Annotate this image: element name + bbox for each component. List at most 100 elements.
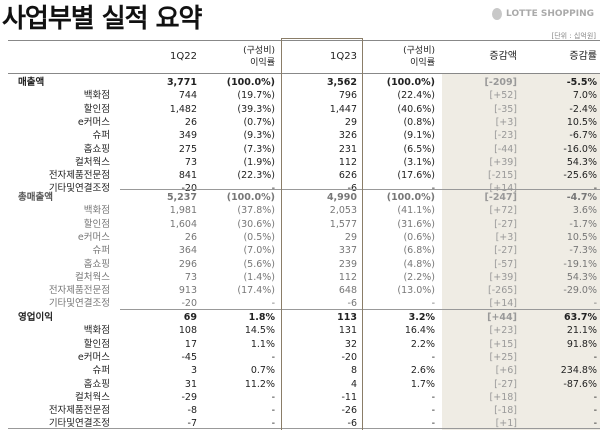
row-label: 홈쇼핑 <box>83 143 110 155</box>
change-amount: [+39] <box>489 271 517 283</box>
table-row: 백화점 1,981 (37.8%) 2,053 (41.1%) [+72] 3.6% <box>0 204 600 217</box>
change-amount: [-27] <box>494 378 517 390</box>
ratio-1q23: (0.6%) <box>403 231 435 243</box>
change-amount: [+3] <box>495 116 517 128</box>
value-1q23: 337 <box>338 245 357 257</box>
value-1q23: 3,562 <box>326 77 357 88</box>
ratio-1q23: (3.1%) <box>403 156 435 168</box>
value-1q22: -20 <box>181 298 197 310</box>
change-amount: [+3] <box>495 231 517 243</box>
change-amount: [+6] <box>495 365 517 377</box>
change-rate: - <box>593 418 597 430</box>
change-rate: -1.7% <box>569 218 597 230</box>
ratio-1q22: (17.4%) <box>237 285 275 297</box>
section-divider <box>120 189 600 190</box>
table-row: 할인점 1,604 (30.6%) 1,577 (31.6%) [-27] -1.7% <box>0 218 600 231</box>
change-rate: -7.3% <box>569 245 597 257</box>
change-amount: [+39] <box>489 156 517 168</box>
value-1q22: 73 <box>184 271 197 283</box>
row-label: 컬처웍스 <box>75 271 110 283</box>
change-rate: -25.6% <box>563 170 597 182</box>
table-row: 할인점 1,482 (39.3%) 1,447 (40.6%) [-35] -2.4% <box>0 103 600 116</box>
ratio-1q22: (100.0%) <box>226 192 275 203</box>
ratio-1q22: (0.7%) <box>243 116 275 128</box>
ratio-1q23: 2.2% <box>410 338 435 350</box>
value-1q22: -7 <box>187 418 197 430</box>
change-rate: 54.3% <box>566 271 597 283</box>
ratio-1q23: - <box>431 405 435 417</box>
table-row: 홈쇼핑 31 11.2% 4 1.7% [-27] -87.6% <box>0 378 600 391</box>
value-1q23: 326 <box>338 130 357 142</box>
row-label: 슈퍼 <box>92 365 110 377</box>
row-label: 백화점 <box>83 90 110 102</box>
change-amount: [-215] <box>488 170 517 182</box>
ratio-1q23: (2.2%) <box>403 271 435 283</box>
ratio-1q22: (30.6%) <box>237 218 275 230</box>
change-rate: 7.0% <box>572 90 597 102</box>
value-1q22: 3 <box>190 365 197 377</box>
value-1q22: 1,604 <box>169 218 197 230</box>
row-label: 홈쇼핑 <box>83 378 110 390</box>
row-label: 컬처웍스 <box>75 391 110 403</box>
value-1q23: 2,053 <box>329 205 357 217</box>
ratio-1q22: 0.7% <box>250 365 275 377</box>
table-row: e커머스 26 (0.7%) 29 (0.8%) [+3] 10.5% <box>0 116 600 129</box>
change-amount: [-265] <box>488 285 517 297</box>
value-1q22: 69 <box>183 312 197 323</box>
value-1q23: -6 <box>347 183 357 195</box>
value-1q23: 231 <box>338 143 357 155</box>
value-1q22: 73 <box>184 156 197 168</box>
ratio-1q22: (1.9%) <box>243 156 275 168</box>
table-row: 기타및연결조정 -20 - -6 - [+14] - <box>0 182 600 195</box>
table-row: 기타및연결조정 -20 - -6 - [+14] - <box>0 297 600 310</box>
change-amount: [-35] <box>494 103 517 115</box>
ratio-1q22: - <box>272 182 275 195</box>
value-1q23: -26 <box>341 405 357 417</box>
row-label: 할인점 <box>83 218 110 230</box>
ratio-1q22: 1.8% <box>248 312 275 323</box>
table-row: 백화점 744 (19.7%) 796 (22.4%) [+52] 7.0% <box>0 89 600 102</box>
change-amount: [+1] <box>495 418 517 430</box>
value-1q22: 26 <box>184 231 197 243</box>
row-label: 백화점 <box>83 205 110 217</box>
ratio-1q23: - <box>431 391 435 403</box>
value-1q22: -20 <box>181 183 197 195</box>
change-rate: 91.8% <box>566 338 597 350</box>
change-rate: -6.7% <box>569 130 597 142</box>
table-row: 할인점 17 1.1% 32 2.2% [+15] 91.8% <box>0 338 600 351</box>
row-label: e커머스 <box>77 351 110 363</box>
table-row: 홈쇼핑 296 (5.6%) 239 (4.8%) [-57] -19.1% <box>0 258 600 271</box>
table-row: 컬처웍스 -29 - -11 - [+18] - <box>0 391 600 404</box>
value-1q23: 4 <box>350 378 357 390</box>
ratio-1q23: - <box>431 418 435 430</box>
change-amount: [-27] <box>494 245 517 257</box>
change-rate: -2.4% <box>569 103 597 115</box>
change-amount: [+25] <box>489 351 517 363</box>
ratio-1q23: (22.4%) <box>397 90 435 102</box>
ratio-1q22: (37.8%) <box>237 205 275 217</box>
ratio-1q23: (31.6%) <box>397 218 435 230</box>
value-1q22: 26 <box>184 116 197 128</box>
value-1q23: -6 <box>347 298 357 310</box>
row-label: 기타및연결조정 <box>48 183 110 195</box>
value-1q22: 841 <box>178 170 197 182</box>
ratio-1q22: 1.1% <box>250 338 275 350</box>
value-1q23: 1,577 <box>329 218 357 230</box>
change-amount: [-27] <box>494 218 517 230</box>
change-amount: [+52] <box>489 90 517 102</box>
row-label: 할인점 <box>83 103 110 115</box>
change-rate: 63.7% <box>564 312 597 323</box>
change-rate: -87.6% <box>563 378 597 390</box>
ratio-1q23: (4.8%) <box>403 258 435 270</box>
value-1q23: -6 <box>347 418 357 430</box>
ratio-1q22: - <box>271 418 275 430</box>
section-total-row: 총매출액 5,237 (100.0%) 4,990 (100.0%) [-247] -4.7… <box>0 191 600 204</box>
ratio-1q22: 11.2% <box>244 378 275 390</box>
row-label: 전자제품전문점 <box>48 170 110 182</box>
value-1q22: 108 <box>178 325 197 337</box>
change-amount: [-23] <box>494 130 517 142</box>
ratio-1q22: (0.5%) <box>243 231 275 243</box>
company-logo: LOTTE SHOPPING <box>492 8 594 20</box>
change-rate: 21.1% <box>566 325 597 337</box>
value-1q23: 648 <box>338 285 357 297</box>
